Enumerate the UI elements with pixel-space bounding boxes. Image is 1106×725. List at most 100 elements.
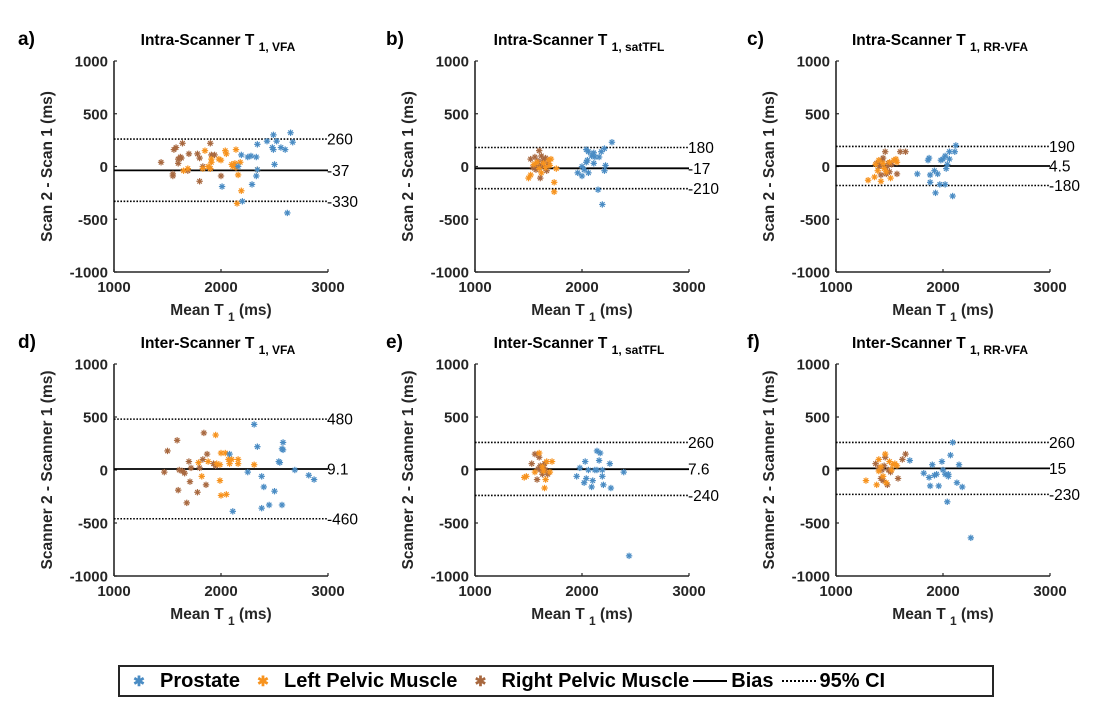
panel-title: Intra-Scanner T 1, satTFL <box>494 32 665 54</box>
data-point <box>887 174 894 182</box>
data-point <box>941 181 949 188</box>
data-point-stroke <box>280 447 286 453</box>
data-point <box>576 464 584 472</box>
data-point-stroke <box>863 477 869 484</box>
data-point-stroke <box>207 140 213 146</box>
data-point-stroke <box>877 162 883 169</box>
data-point-stroke <box>588 153 595 159</box>
legend-label: Right Pelvic Muscle <box>501 669 690 692</box>
y-tick-label: -1000 <box>70 265 108 282</box>
data-point <box>185 150 193 158</box>
data-point <box>951 148 958 155</box>
data-point <box>864 177 872 184</box>
y-axis-label: Scanner 2 - Scanner 1 (ms) <box>761 371 778 570</box>
data-point <box>196 464 203 472</box>
data-point-stroke <box>876 468 882 474</box>
data-point-stroke <box>592 154 598 160</box>
data-point-stroke <box>271 488 278 494</box>
x-axis-label: Mean T 1 (ms) <box>531 302 632 324</box>
data-point <box>599 473 606 480</box>
bias-label: 15 <box>1049 461 1066 478</box>
data-point-stroke <box>883 169 889 175</box>
data-point <box>216 461 224 468</box>
data-point-stroke <box>585 149 592 155</box>
y-tick-label: 0 <box>100 463 108 480</box>
series-left <box>195 431 258 499</box>
data-point-stroke <box>551 179 557 186</box>
bias-label: 7.6 <box>688 462 710 479</box>
data-point <box>880 165 888 172</box>
data-point-stroke <box>882 149 888 155</box>
data-point <box>588 483 595 491</box>
data-point <box>938 458 946 465</box>
data-point <box>528 460 535 467</box>
data-point-stroke <box>599 201 606 208</box>
data-point <box>932 189 939 197</box>
data-point <box>279 439 287 446</box>
data-point-stroke <box>161 469 167 475</box>
data-point <box>216 477 224 484</box>
y-tick-label: -1000 <box>70 569 108 586</box>
data-point-stroke <box>201 430 207 436</box>
panel-title: Inter-Scanner T 1, RR-VFA <box>852 335 1028 357</box>
data-point <box>550 179 558 186</box>
y-tick-label: 0 <box>822 159 830 176</box>
data-point <box>531 468 539 476</box>
data-point <box>967 534 975 542</box>
data-point-stroke <box>897 149 903 155</box>
data-point-stroke <box>208 159 215 165</box>
data-point-stroke <box>196 178 203 184</box>
data-point <box>925 474 933 481</box>
x-tick-label: 2000 <box>565 279 598 296</box>
data-point-stroke <box>599 467 606 473</box>
data-point-stroke <box>235 456 241 463</box>
x-tick-label: 1000 <box>458 583 491 600</box>
data-point-stroke <box>180 168 187 174</box>
data-point <box>583 475 590 482</box>
data-point-stroke <box>212 432 219 438</box>
data-point-stroke <box>937 181 943 188</box>
data-point <box>955 461 963 468</box>
data-point <box>553 165 560 172</box>
data-point <box>203 450 211 458</box>
data-point <box>310 476 318 483</box>
data-point <box>279 446 287 454</box>
data-point <box>161 468 168 476</box>
data-point-stroke <box>542 164 549 171</box>
data-point <box>546 162 554 169</box>
data-point-stroke <box>251 462 257 468</box>
data-point-stroke <box>927 172 933 178</box>
data-point <box>882 148 889 155</box>
data-point <box>180 167 187 174</box>
data-point <box>902 148 909 155</box>
data-point-stroke <box>311 476 317 483</box>
y-tick-label: -500 <box>800 212 830 229</box>
data-point-stroke <box>887 175 894 181</box>
data-point <box>925 154 933 162</box>
y-axis-label: Scanner 2 - Scanner 1 (ms) <box>39 371 56 570</box>
data-point <box>879 473 887 480</box>
data-point-stroke <box>600 482 607 488</box>
data-point-stroke <box>239 198 246 205</box>
data-point <box>952 142 960 149</box>
data-point-stroke <box>203 482 209 488</box>
data-point-stroke <box>273 138 280 144</box>
data-point <box>531 153 539 161</box>
legend-item-ci: 95% CI <box>781 670 885 693</box>
legend-label: Left Pelvic Muscle <box>284 669 458 692</box>
data-point <box>181 469 188 477</box>
data-point <box>523 473 530 480</box>
data-point <box>546 468 554 476</box>
data-point <box>596 449 604 457</box>
data-point-stroke <box>195 459 202 466</box>
data-point <box>580 479 588 486</box>
data-point-stroke <box>531 161 537 168</box>
data-point <box>185 458 193 465</box>
data-point-stroke <box>933 471 940 477</box>
data-point-stroke <box>929 462 935 468</box>
data-point-stroke <box>175 487 181 493</box>
legend-dotted-line-icon <box>781 680 816 682</box>
data-point-stroke <box>585 170 592 176</box>
data-point <box>530 161 538 168</box>
data-point <box>204 163 212 170</box>
